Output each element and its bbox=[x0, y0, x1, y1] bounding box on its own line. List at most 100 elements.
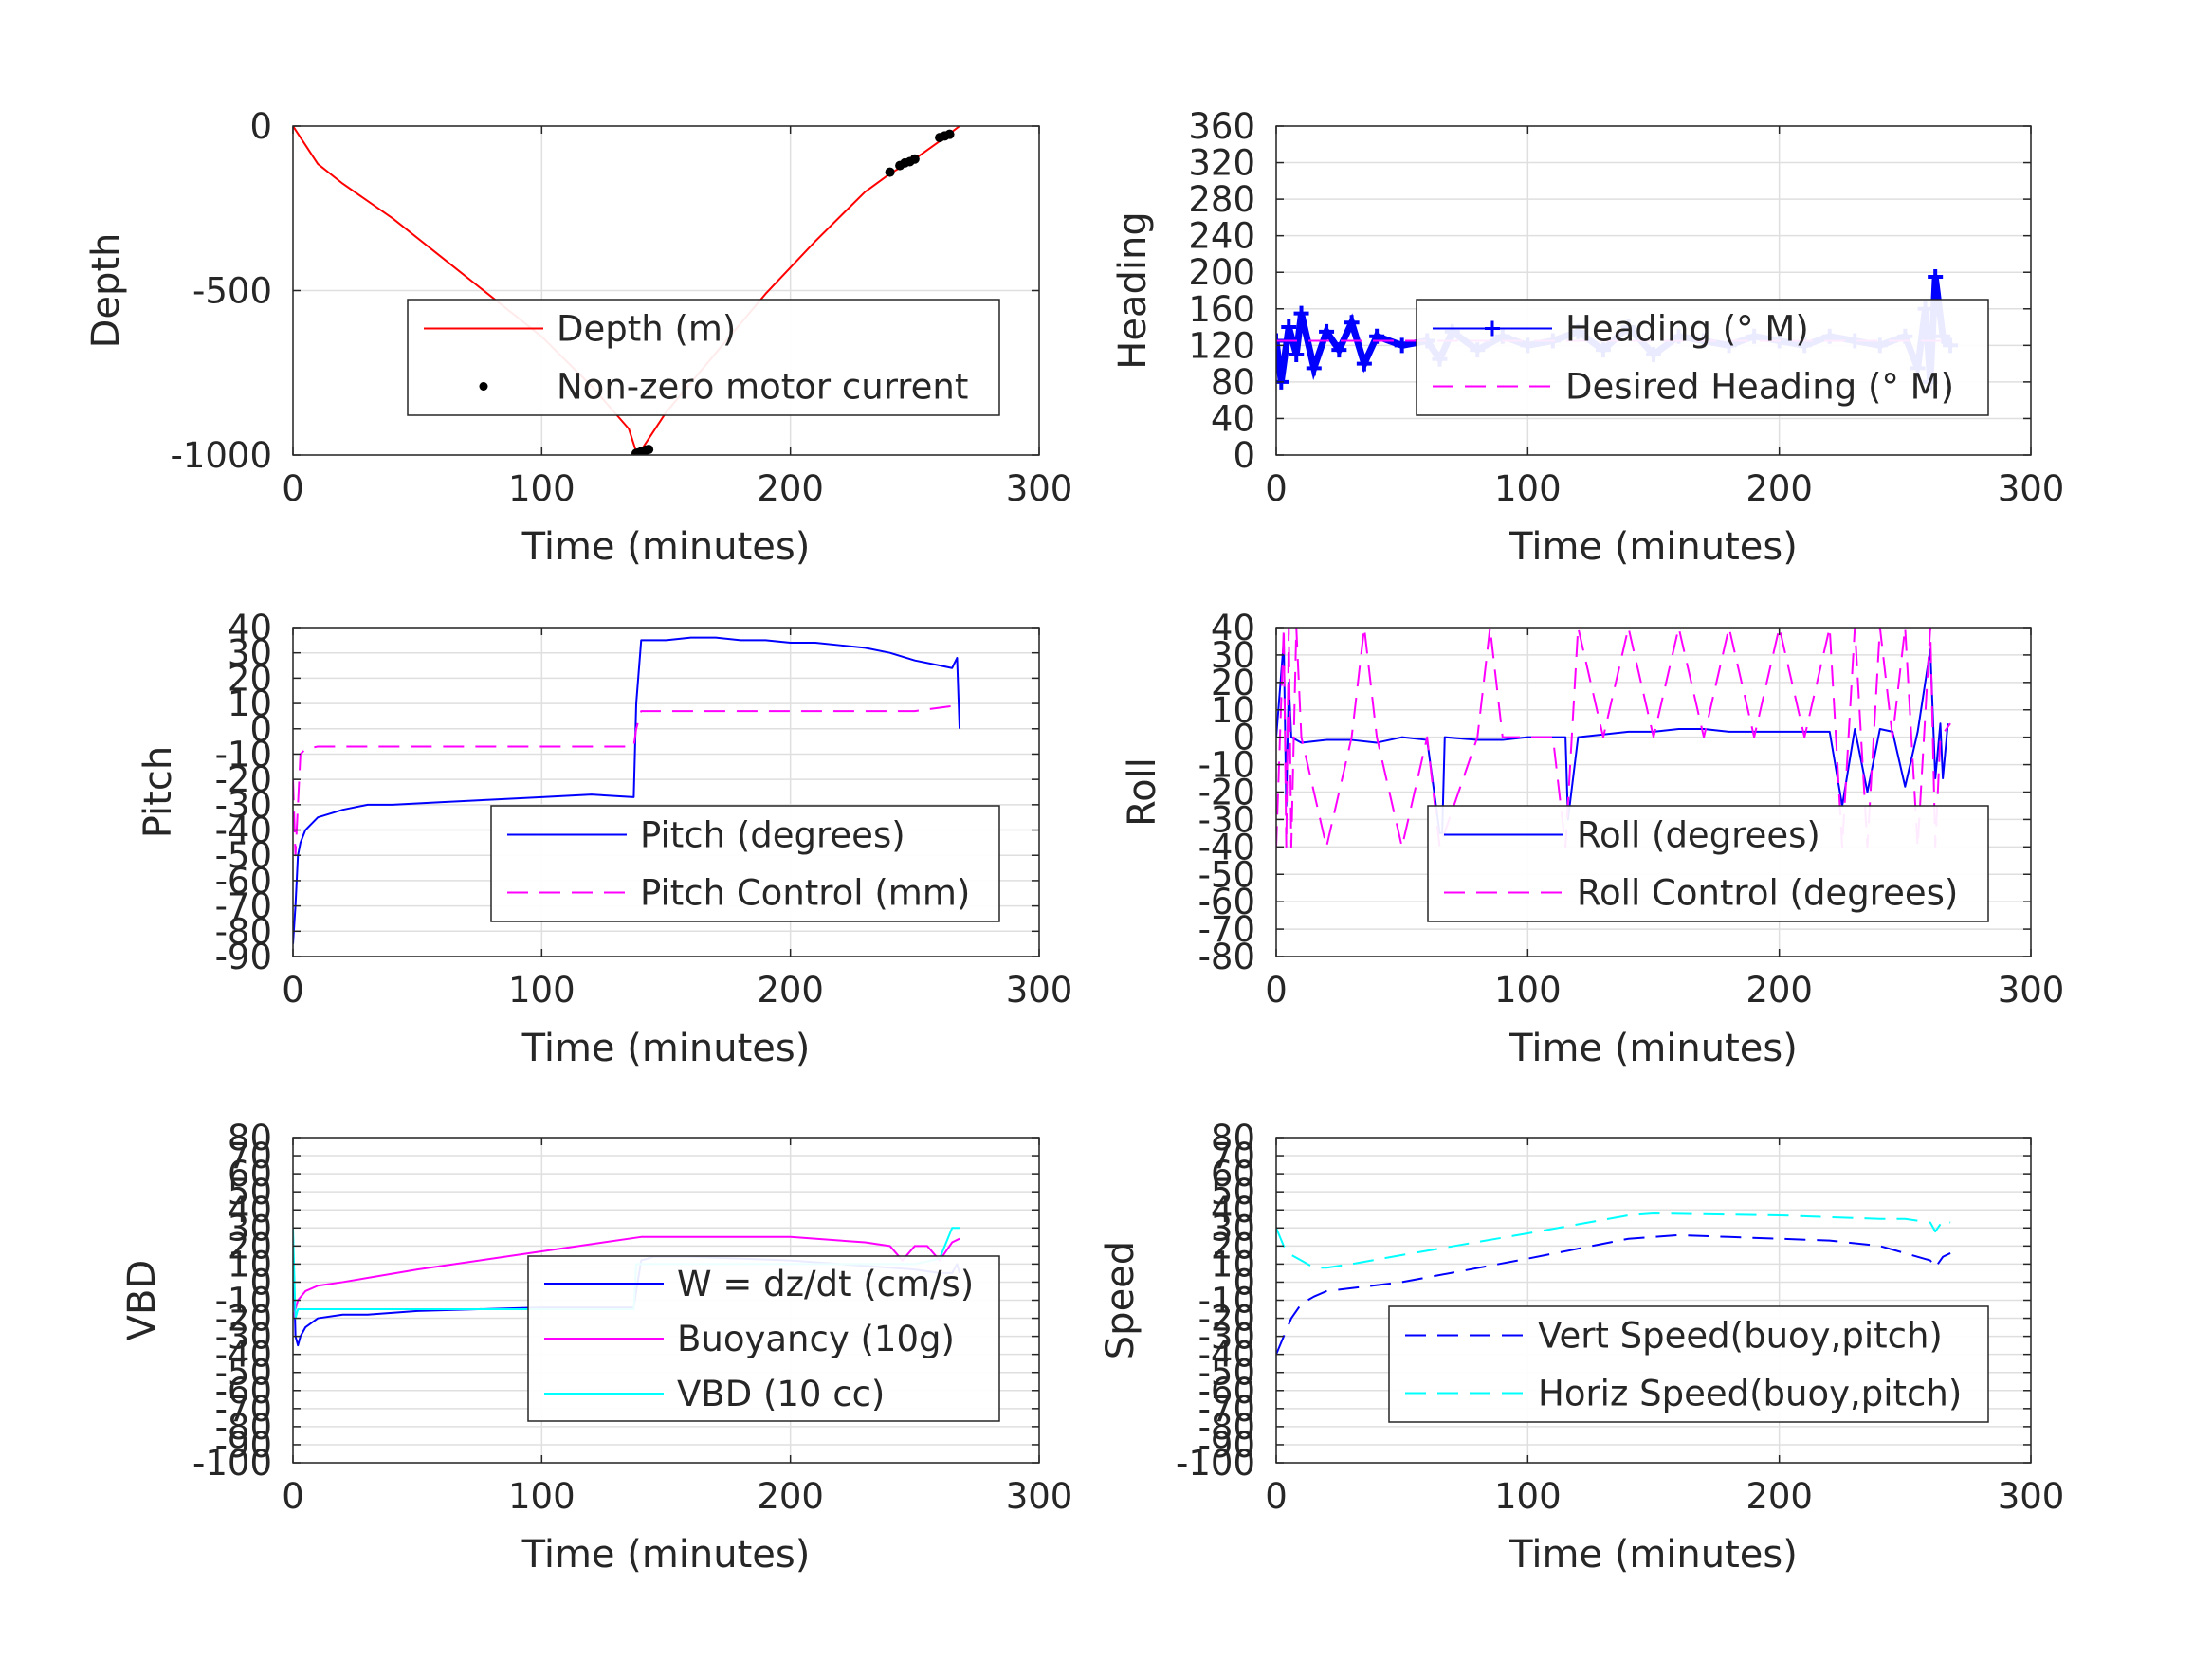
heading-series-1-point bbox=[1394, 337, 1410, 354]
vbd-y-tick-label: 40 bbox=[228, 1190, 272, 1231]
vbd-series-2-line bbox=[293, 1235, 960, 1319]
speed-series-2-line bbox=[1276, 1212, 1951, 1269]
pitch-legend-box bbox=[490, 805, 1000, 922]
roll-y-tick-label: -70 bbox=[1198, 909, 1255, 950]
roll-legend-label: Roll (degrees) bbox=[1577, 815, 1820, 856]
heading-series-1-point bbox=[1344, 315, 1360, 331]
vbd-y-axis-label: VBD bbox=[120, 1260, 164, 1341]
pitch-y-tick-label: -50 bbox=[215, 835, 272, 876]
depth-y-axis-label: Depth bbox=[84, 233, 128, 349]
depth-series-group bbox=[293, 126, 960, 455]
pitch-y-tick-label: 20 bbox=[228, 658, 272, 699]
vbd-x-tick-label: 200 bbox=[757, 1476, 824, 1517]
roll-series-2-line bbox=[1276, 628, 1951, 848]
vbd-y-tick-label: -10 bbox=[215, 1281, 272, 1322]
depth-x-tick-label: 100 bbox=[508, 468, 576, 509]
vbd-y-tick-label: -90 bbox=[215, 1425, 272, 1466]
depth-x-tick-label: 200 bbox=[757, 468, 824, 509]
heading-legend: Heading (° M) Desired Heading (° M) bbox=[1416, 299, 1989, 416]
heading-y-tick-label: 80 bbox=[1211, 362, 1255, 403]
vbd-y-tick-label: 0 bbox=[249, 1262, 272, 1303]
roll-y-tick-label: 20 bbox=[1211, 663, 1255, 703]
speed-y-tick-label: -60 bbox=[1198, 1371, 1255, 1412]
heading-series-1-point bbox=[1306, 360, 1322, 376]
speed-x-axis-label: Time (minutes) bbox=[1508, 1533, 1798, 1577]
vbd-x-axis-label: Time (minutes) bbox=[521, 1533, 811, 1577]
heading-series-1-point bbox=[1331, 342, 1347, 358]
speed-y-tick-label: 40 bbox=[1211, 1190, 1255, 1231]
heading-legend-label: Desired Heading (° M) bbox=[1565, 367, 1954, 408]
heading-x-tick-label: 100 bbox=[1494, 468, 1562, 509]
vbd-panel: 0 100 200 300-100-90-80-70-60-50-40-30-20-1… bbox=[120, 1118, 1072, 1577]
vbd-y-tick-label: -20 bbox=[215, 1299, 272, 1340]
heading-legend-marker bbox=[1485, 320, 1500, 337]
roll-y-tick-label: 10 bbox=[1211, 690, 1255, 731]
depth-legend-swatch bbox=[479, 382, 488, 391]
pitch-series-group bbox=[293, 636, 961, 944]
heading-y-tick-label: 280 bbox=[1188, 179, 1255, 220]
pitch-panel: 0 100 200 300-90-80-70-60-50-40-30-20-10010… bbox=[137, 608, 1072, 1070]
heading-series-1-point bbox=[1281, 319, 1297, 336]
roll-series-group bbox=[1276, 628, 1951, 848]
speed-x-tick-label: 0 bbox=[1265, 1476, 1288, 1517]
speed-y-tick-label: -70 bbox=[1198, 1389, 1255, 1430]
depth-x-axis-label: Time (minutes) bbox=[521, 525, 811, 569]
pitch-y-tick-label: -20 bbox=[215, 759, 272, 800]
pitch-x-tick-label: 200 bbox=[757, 970, 824, 1011]
speed-y-tick-label: 10 bbox=[1211, 1244, 1255, 1285]
roll-x-tick-label: 0 bbox=[1265, 970, 1288, 1011]
vbd-y-tick-label: 70 bbox=[228, 1136, 272, 1176]
speed-y-tick-label: -90 bbox=[1198, 1425, 1255, 1466]
depth-legend: Depth (m) Non-zero motor current bbox=[407, 299, 1000, 416]
roll-x-tick-label: 200 bbox=[1746, 970, 1813, 1011]
heading-y-tick-label: 240 bbox=[1188, 216, 1255, 257]
pitch-y-tick-label: -30 bbox=[215, 785, 272, 826]
vbd-legend-label: W = dz/dt (cm/s) bbox=[677, 1264, 974, 1304]
vbd-y-tick-label: 30 bbox=[228, 1208, 272, 1249]
roll-y-tick-label: 0 bbox=[1233, 718, 1255, 758]
heading-legend-label: Heading (° M) bbox=[1565, 309, 1809, 350]
pitch-x-tick-label: 100 bbox=[508, 970, 576, 1011]
roll-y-tick-label: -40 bbox=[1198, 827, 1255, 867]
roll-y-tick-label: -30 bbox=[1198, 799, 1255, 840]
pitch-x-tick-label: 0 bbox=[282, 970, 304, 1011]
depth-y-tick-label: -1000 bbox=[170, 435, 272, 476]
speed-y-tick-label: -40 bbox=[1198, 1335, 1255, 1376]
pitch-y-tick-label: 10 bbox=[228, 684, 272, 724]
speed-x-tick-label: 200 bbox=[1746, 1476, 1813, 1517]
roll-y-axis-label: Roll bbox=[1121, 757, 1164, 827]
speed-y-tick-label: -80 bbox=[1198, 1407, 1255, 1448]
pitch-y-tick-label: -10 bbox=[215, 734, 272, 775]
vbd-y-tick-label: -60 bbox=[215, 1371, 272, 1412]
heading-legend-box bbox=[1416, 299, 1989, 416]
vbd-legend: W = dz/dt (cm/s) Buoyancy (10g) VBD (10 cc… bbox=[527, 1255, 1000, 1422]
vbd-y-tick-label: 10 bbox=[228, 1244, 272, 1285]
vbd-y-tick-label: -80 bbox=[215, 1407, 272, 1448]
speed-y-tick-label: -100 bbox=[1176, 1443, 1255, 1484]
speed-y-tick-label: -10 bbox=[1198, 1281, 1255, 1322]
depth-y-tick-label: -500 bbox=[192, 271, 272, 312]
vbd-legend-label: Buoyancy (10g) bbox=[677, 1319, 955, 1359]
roll-y-tick-label: -60 bbox=[1198, 882, 1255, 922]
pitch-x-axis-label: Time (minutes) bbox=[521, 1027, 811, 1070]
roll-x-tick-label: 100 bbox=[1494, 970, 1562, 1011]
heading-y-tick-label: 0 bbox=[1233, 435, 1255, 476]
speed-legend-label: Vert Speed(buoy,pitch) bbox=[1538, 1316, 1943, 1357]
roll-panel: 0 100 200 300-80-70-60-50-40-30-20-10010203… bbox=[1121, 608, 2064, 1070]
pitch-y-tick-label: -90 bbox=[215, 937, 272, 977]
speed-legend-label: Horiz Speed(buoy,pitch) bbox=[1538, 1374, 1962, 1414]
vbd-legend-label: VBD (10 cc) bbox=[677, 1374, 885, 1414]
speed-y-tick-label: 0 bbox=[1233, 1262, 1255, 1303]
vbd-x-tick-label: 0 bbox=[282, 1476, 304, 1517]
vbd-y-tick-label: 50 bbox=[228, 1172, 272, 1212]
pitch-y-tick-label: 30 bbox=[228, 633, 272, 674]
vbd-y-tick-label: -40 bbox=[215, 1335, 272, 1376]
pitch-legend-label: Pitch (degrees) bbox=[640, 815, 905, 856]
vbd-y-tick-label: -100 bbox=[192, 1443, 272, 1484]
speed-y-tick-label: 70 bbox=[1211, 1136, 1255, 1176]
speed-series-group bbox=[1276, 1212, 1951, 1356]
pitch-y-tick-label: -70 bbox=[215, 886, 272, 927]
speed-y-tick-label: -50 bbox=[1198, 1353, 1255, 1394]
vbd-y-tick-label: 60 bbox=[228, 1154, 272, 1194]
heading-y-axis-label: Heading bbox=[1111, 211, 1155, 369]
